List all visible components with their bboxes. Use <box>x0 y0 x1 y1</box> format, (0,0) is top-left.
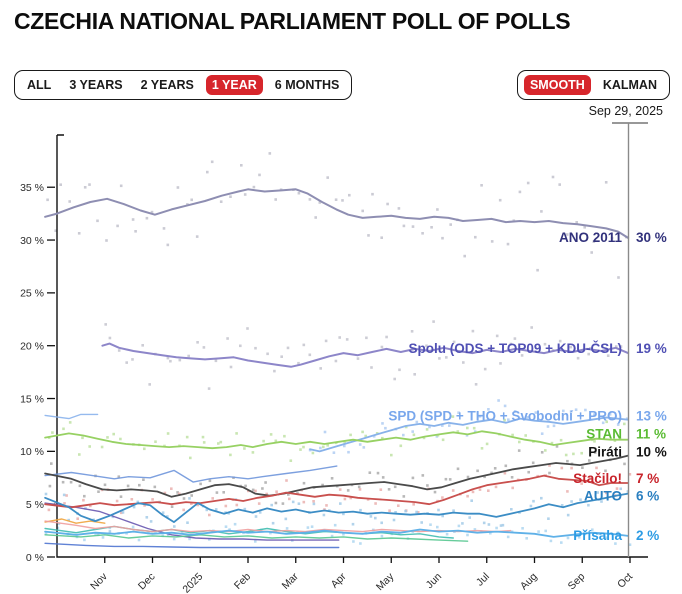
y-tick-label: 0 % <box>26 552 44 564</box>
minor-line-spd-alone <box>44 465 338 483</box>
time-range-group: ALL 3 YEARS 2 YEARS 1 YEAR 6 MONTHS <box>14 70 353 100</box>
x-tick-label: Jun <box>424 571 445 592</box>
main-series-lines <box>44 188 630 538</box>
series-value-spd: 13 % <box>636 409 667 424</box>
date-annotation-marker <box>612 122 648 557</box>
y-tick-label: 25 % <box>20 288 44 300</box>
controls-row: ALL 3 YEARS 2 YEARS 1 YEAR 6 MONTHS SMOOTH KA… <box>14 70 670 100</box>
series-value-stacilo: 7 % <box>636 471 659 486</box>
x-tick-label: May <box>374 570 397 593</box>
series-label-ano: ANO 2011 <box>559 230 623 245</box>
y-tick-label: 35 % <box>20 182 44 194</box>
x-tick-label: 2025 <box>180 571 205 594</box>
range-button-3-years[interactable]: 3 YEARS <box>69 78 123 92</box>
series-value-prisaha: 2 % <box>636 528 659 543</box>
minor-line-green-minor <box>44 534 469 542</box>
y-tick-label: 20 % <box>20 341 44 353</box>
smoothing-mode-group: SMOOTH KALMAN <box>516 70 670 100</box>
series-value-pirati: 10 % <box>636 445 667 460</box>
series-value-spolu: 19 % <box>636 341 667 356</box>
x-tick-label: Sep <box>566 571 588 593</box>
series-label-spolu: Spolu (ODS + TOP09 + KDU-ČSL) <box>408 341 622 356</box>
y-tick-label: 15 % <box>20 393 44 405</box>
minor-line-indigo-minor <box>44 502 340 541</box>
x-tick-label: Apr <box>329 570 349 590</box>
minor-line-spd-old <box>44 413 99 420</box>
y-tick-label: 10 % <box>20 446 44 458</box>
range-button-2-years[interactable]: 2 YEARS <box>140 78 194 92</box>
minor-series-lines <box>44 413 512 549</box>
range-button-1-year[interactable]: 1 YEAR <box>205 75 263 95</box>
series-line-pirati <box>44 454 629 498</box>
y-tick-label: 5 % <box>26 499 44 511</box>
series-line-auto <box>44 492 629 523</box>
minor-line-pink-minor <box>44 520 512 533</box>
series-value-auto: 6 % <box>636 489 659 504</box>
range-button-6-months[interactable]: 6 MONTHS <box>274 78 340 92</box>
page-title: CZECHIA NATIONAL PARLIAMENT POLL OF POLL… <box>14 8 571 34</box>
series-value-stan: 11 % <box>636 427 666 442</box>
mode-button-kalman[interactable]: KALMAN <box>602 78 657 92</box>
series-label-stan: STAN <box>586 427 622 442</box>
x-tick-label: Nov <box>88 570 110 592</box>
series-line-ano <box>44 188 630 239</box>
poll-dots <box>44 152 632 546</box>
series-label-spd: SPD (SPD + THO + Svobodní + PRO) <box>388 409 622 424</box>
series-labels: ANO 2011 30 % Spolu (ODS + TOP09 + KDU-ČSL… <box>388 230 666 543</box>
annotation-date-label: Sep 29, 2025 <box>588 104 663 118</box>
x-tick-label: Dec <box>136 571 158 593</box>
minor-line-royal-minor <box>44 542 340 549</box>
mode-button-smooth[interactable]: SMOOTH <box>523 75 591 95</box>
x-tick-label: Oct <box>615 571 635 591</box>
x-tick-label: Feb <box>232 571 253 592</box>
series-label-auto: AUTO <box>584 489 622 504</box>
series-label-stacilo: Stačilo! <box>573 471 622 486</box>
series-label-pirati: Piráti <box>588 445 622 460</box>
series-line-spolu <box>101 342 630 368</box>
x-tick-label: Mar <box>280 570 302 592</box>
series-line-stan <box>44 430 629 450</box>
y-tick-label: 30 % <box>20 235 44 247</box>
series-line-stacilo <box>44 474 629 509</box>
range-button-all[interactable]: ALL <box>27 78 52 92</box>
x-tick-label: Jul <box>474 571 492 589</box>
series-label-prisaha: Přísaha <box>573 528 622 543</box>
series-value-ano: 30 % <box>636 230 667 245</box>
x-tick-label: Aug <box>518 571 540 593</box>
series-line-prisaha <box>44 528 629 538</box>
